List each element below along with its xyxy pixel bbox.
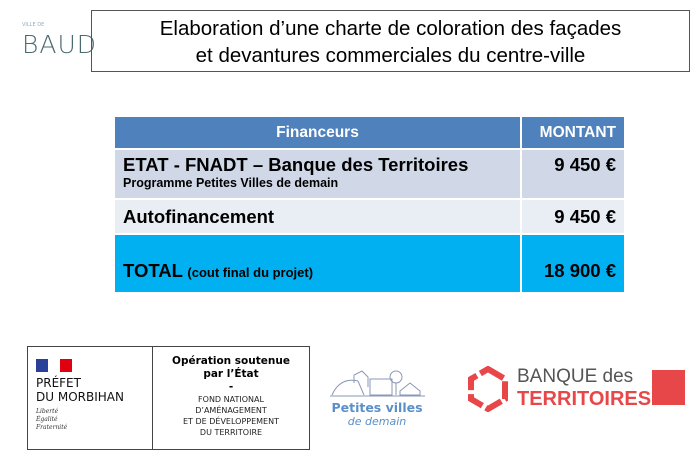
header-financeurs: Financeurs (113, 115, 522, 150)
caisse-des-depots-icon (652, 370, 685, 405)
total-note: (cout final du projet) (187, 265, 314, 280)
row-label: Autofinancement (113, 198, 522, 235)
row-amount: 9 450 € (520, 198, 626, 235)
page-title: Elaboration d’une charte de coloration d… (91, 10, 690, 72)
operation-dash: - (228, 381, 234, 393)
bdt-line2: TERRITOIRES (517, 388, 652, 410)
prefet-line2: DU MORBIHAN (36, 390, 124, 404)
motto-egalite: Égalité (36, 416, 58, 423)
prefet-logo-block: PRÉFET DU MORBIHAN Liberté Égalité Frate… (27, 346, 310, 450)
title-line-1: Elaboration d’une charte de coloration d… (159, 17, 622, 40)
operation-soutenue: Opération soutenue par l’État - FOND NAT… (153, 347, 309, 449)
petites-villes-de-demain-logo: Petites villes de demain (322, 365, 432, 435)
financing-table: Financeurs MONTANT ETAT - FNADT – Banque… (113, 115, 626, 294)
total-amount: 18 900 € (520, 233, 626, 294)
row-amount: 9 450 € (520, 148, 626, 200)
logo-small-text: VILLE DE (22, 22, 45, 28)
pvd-line2: de demain (347, 415, 407, 428)
row-sublabel: Programme Petites Villes de demain (123, 176, 339, 190)
bdt-line1: BANQUE des (517, 366, 634, 387)
village-illustration-icon (330, 370, 425, 397)
operation-title2: par l’État (203, 368, 259, 380)
motto-liberte: Liberté (36, 408, 59, 415)
pvd-line1: Petites villes (331, 400, 423, 415)
fnadt-line: D’AMÉNAGEMENT (195, 406, 267, 415)
banque-des-territoires-logo: BANQUE des TERRITOIRES (465, 366, 690, 416)
total-label: TOTAL (123, 260, 183, 281)
motto-fraternite: Fraternité (36, 424, 68, 431)
row-label: ETAT - FNADT – Banque des Territoires (123, 154, 469, 175)
total-row: TOTAL (cout final du projet) 18 900 € (113, 233, 626, 294)
french-flag-icon (36, 359, 72, 372)
table-row: Autofinancement 9 450 € (113, 198, 626, 235)
title-line-2: et devantures commerciales du centre-vil… (195, 44, 586, 67)
logo-text: BAUD (22, 30, 98, 59)
table-header-row: Financeurs MONTANT (113, 115, 626, 150)
table-row: ETAT - FNADT – Banque des Territoires Pro… (113, 148, 626, 200)
operation-title1: Opération soutenue (172, 355, 290, 367)
hexagon-icon (468, 366, 508, 412)
fnadt-line: ET DE DÉVELOPPEMENT (183, 417, 279, 426)
header-montant: MONTANT (520, 115, 626, 150)
fnadt-line: DU TERRITOIRE (199, 428, 263, 437)
fnadt-line: FOND NATIONAL (198, 395, 264, 404)
prefet-line1: PRÉFET (36, 376, 81, 390)
prefet-morbihan: PRÉFET DU MORBIHAN Liberté Égalité Frate… (28, 347, 153, 449)
baud-logo: VILLE DE BAUD (22, 22, 98, 64)
